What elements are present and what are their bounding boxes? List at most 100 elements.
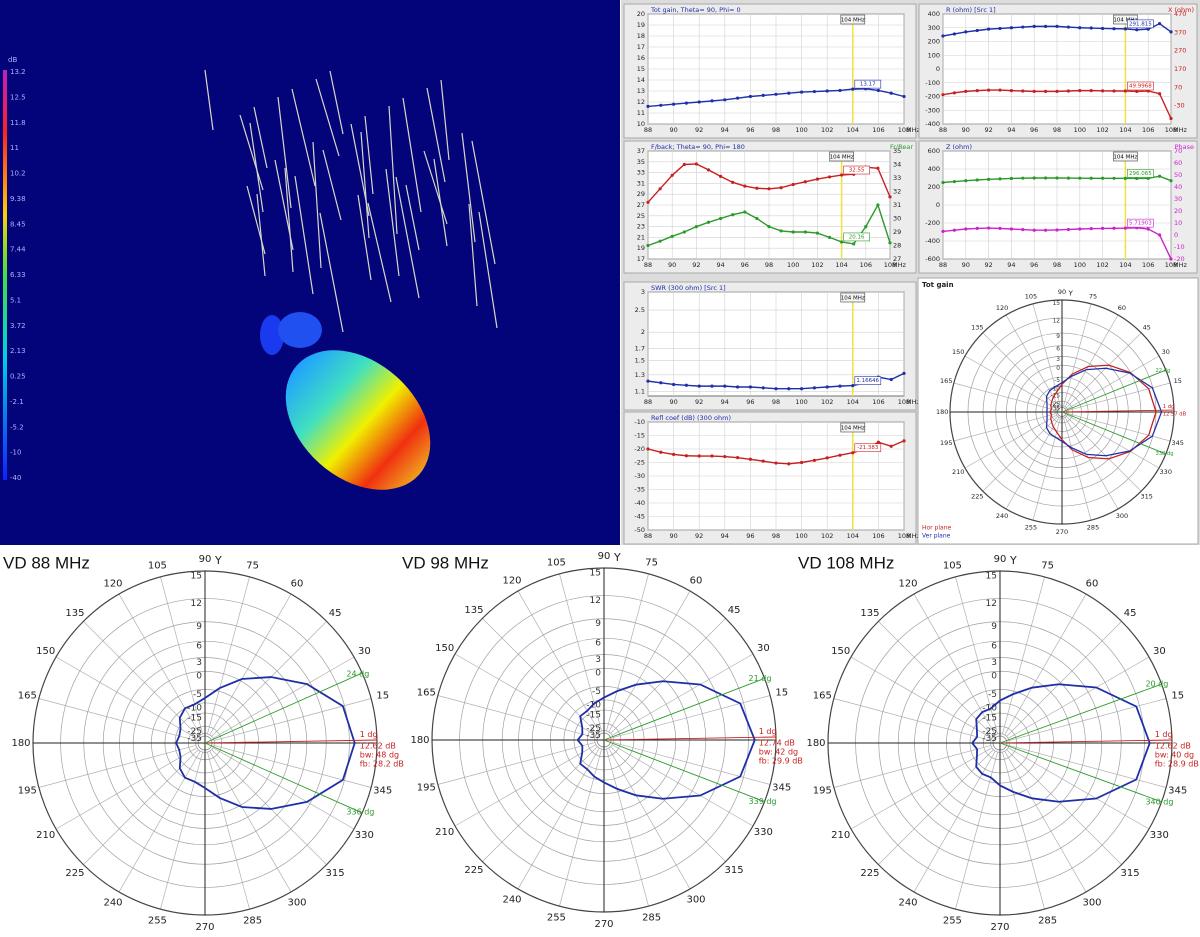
wire xyxy=(364,115,374,195)
x-tick-label: 90 xyxy=(669,398,677,406)
x-tick-label: 104 xyxy=(1119,126,1131,134)
y-tick-label: 20 xyxy=(637,10,645,18)
y-tick-label: 16 xyxy=(637,54,645,62)
wire xyxy=(284,167,294,273)
spoke xyxy=(833,698,992,741)
y-tick-label: -45 xyxy=(634,513,645,521)
y-tick-label: 17 xyxy=(637,43,645,51)
chart-title: VD 98 MHz xyxy=(402,553,489,572)
spoke xyxy=(610,746,726,862)
y2-tick-label: -30 xyxy=(1174,102,1185,110)
y-tick-label: -50 xyxy=(634,526,645,534)
wire xyxy=(360,131,370,239)
series-line xyxy=(646,87,906,109)
value-box xyxy=(854,376,882,385)
value-label: 32.55 xyxy=(849,168,865,174)
marker-label: 104 MHz xyxy=(1113,18,1137,24)
r-tick-label: -15 xyxy=(1050,393,1060,399)
series-line xyxy=(941,22,1173,38)
y-tick-label: 200 xyxy=(928,38,940,46)
x-tick-label: 92 xyxy=(692,261,700,269)
angle-label: 165 xyxy=(813,690,832,701)
angle-label: 300 xyxy=(1116,512,1128,520)
x-tick-label: 104 xyxy=(847,532,859,540)
x-unit: MHz xyxy=(906,398,920,406)
y-tick-label: -400 xyxy=(925,120,940,128)
angle-label: 105 xyxy=(1025,292,1037,300)
marker-box xyxy=(840,292,866,303)
spoke xyxy=(1006,749,1122,865)
y-tick-label: 0 xyxy=(936,65,940,73)
wire xyxy=(322,149,342,221)
x-tick-label: 108 xyxy=(884,261,896,269)
value-box xyxy=(854,79,882,89)
colorbar-label: 9.38 xyxy=(10,195,26,203)
wire xyxy=(402,97,422,213)
chart-title: Tot gain, Theta= 90, Phi= 0 xyxy=(650,6,741,14)
x-tick-label: 108 xyxy=(1165,126,1177,134)
x-tick-label: 92 xyxy=(695,126,703,134)
spoke xyxy=(1007,656,1150,739)
y-tick-label: -15 xyxy=(634,432,645,440)
r-tick-label: 9 xyxy=(595,619,601,629)
y-tick-label: 2.5 xyxy=(635,306,645,314)
angle-label: 60 xyxy=(1086,579,1099,590)
spoke xyxy=(606,748,649,907)
marker-box xyxy=(840,422,866,433)
x-tick-label: 100 xyxy=(1074,261,1086,269)
r-tick-label: -5 xyxy=(988,690,997,700)
spoke xyxy=(1004,593,1087,736)
x-tick-label: 106 xyxy=(1142,261,1154,269)
wire xyxy=(388,105,398,235)
r-tick-label: -25 xyxy=(1050,402,1060,408)
x-tick-label: 88 xyxy=(644,261,652,269)
angle-label: 165 xyxy=(417,687,436,698)
angle-label: 315 xyxy=(326,868,345,879)
annotation: 12.74 dB xyxy=(759,739,795,748)
y-tick-label: 14 xyxy=(637,76,645,84)
x-tick-label: 88 xyxy=(939,126,947,134)
marker-label: 1 dg xyxy=(1163,404,1175,410)
wire xyxy=(256,193,266,277)
marker-label: 338 dg xyxy=(1155,451,1173,457)
angle-label: 270 xyxy=(990,922,1009,933)
angle-label: 30 xyxy=(358,646,371,657)
spoke xyxy=(878,749,994,865)
y-tick-label: -10 xyxy=(634,418,645,426)
y-tick-label: 33 xyxy=(637,169,645,177)
spoke xyxy=(606,573,649,732)
y2-tick-label: 31 xyxy=(893,201,901,209)
y2-tick-label: 30 xyxy=(1174,195,1182,203)
r-tick-label: -5 xyxy=(592,687,601,697)
x-unit: MHz xyxy=(1173,126,1187,134)
marker-label: 339 dg xyxy=(749,797,777,806)
y-tick-label: 11 xyxy=(637,109,645,117)
spoke xyxy=(611,744,754,827)
angle-label: 315 xyxy=(1121,868,1140,879)
y2-tick-label: 30 xyxy=(893,215,901,223)
y-tick-label: -200 xyxy=(925,93,940,101)
angle-label: 120 xyxy=(898,579,917,590)
y-tick-label: 19 xyxy=(637,244,645,252)
spoke xyxy=(559,573,602,732)
x-tick-label: 94 xyxy=(1007,126,1015,134)
colorbar-label: -2.1 xyxy=(10,398,24,406)
y-tick-label: 27 xyxy=(637,201,645,209)
angle-label: 225 xyxy=(65,868,84,879)
y-tick-label: -40 xyxy=(634,499,645,507)
annotation: 12.97 dB xyxy=(1163,411,1187,417)
value-label: 49.9968 xyxy=(1129,84,1152,90)
y-tick-label: 1.1 xyxy=(635,387,645,395)
x-tick-label: 96 xyxy=(746,398,754,406)
y-tick-label: 200 xyxy=(928,183,940,191)
x-tick-label: 94 xyxy=(721,532,729,540)
y-tick-label: 37 xyxy=(637,147,645,155)
spoke xyxy=(160,576,203,735)
angle-label: 300 xyxy=(287,897,306,908)
y-tick-label: 35 xyxy=(637,158,645,166)
x-tick-label: 98 xyxy=(1053,126,1061,134)
colorbar-label: 2.13 xyxy=(10,347,26,355)
direction-marker xyxy=(999,742,1162,803)
spoke xyxy=(207,576,250,735)
